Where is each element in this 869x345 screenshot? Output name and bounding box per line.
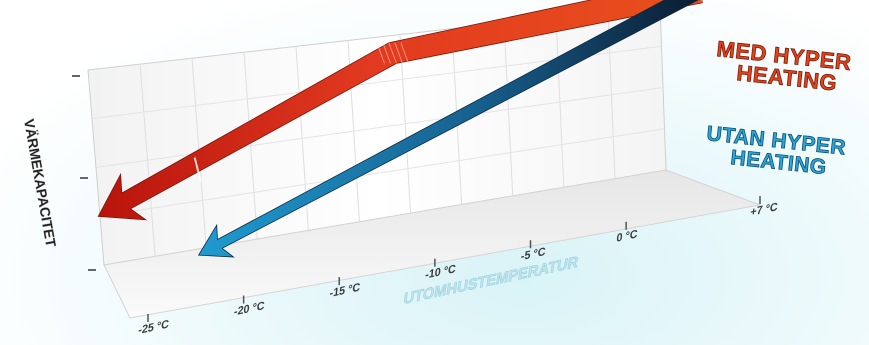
series-arrow (97, 0, 704, 221)
series-bend-stripe (388, 42, 397, 64)
series-utan-hyper-heating (197, 0, 699, 258)
gridline-horizontal (99, 128, 665, 217)
series-bend-stripe (394, 42, 403, 64)
chart-floor (103, 169, 762, 319)
series-med-hyper-heating (97, 0, 704, 221)
y-axis-label: VÄRMEKAPACITET (21, 118, 59, 249)
series-bend-stripe (400, 42, 409, 64)
x-tick-label: -15 °C (329, 281, 361, 300)
series-bend-stripe (376, 42, 385, 64)
series-arrow (197, 0, 699, 258)
series-stripe (193, 157, 202, 182)
series-bend-stripe (382, 42, 391, 64)
series-layer (97, 0, 704, 258)
x-tick-label: 0 °C (616, 228, 638, 245)
x-tick-label: -5 °C (520, 246, 546, 263)
x-tick-label: -25 °C (138, 318, 170, 337)
x-tick-label: -20 °C (233, 300, 265, 319)
x-tick-label: -10 °C (425, 263, 457, 282)
